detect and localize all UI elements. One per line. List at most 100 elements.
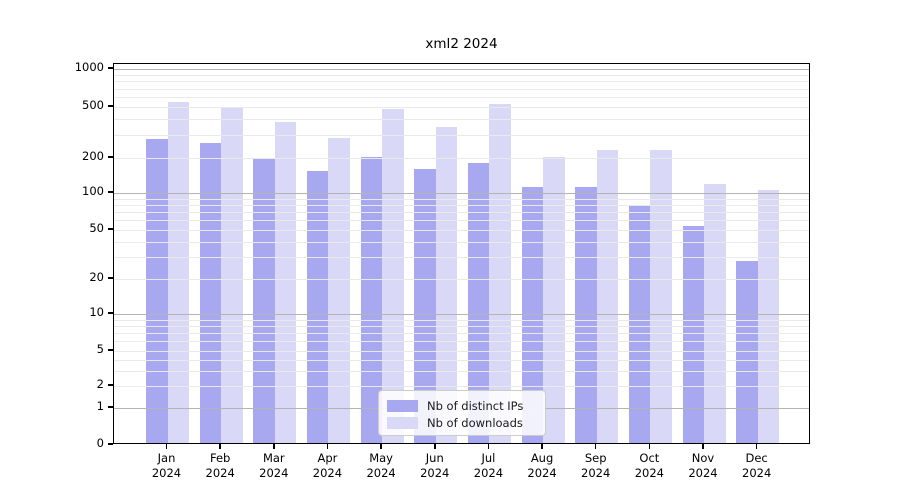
chart-title: xml2 2024 (425, 36, 498, 52)
bar-distinct-ips-jun (414, 169, 436, 443)
y-tick-label: 10 (89, 305, 104, 319)
minor-gridline (114, 370, 809, 372)
bar-distinct-ips-feb (199, 143, 222, 443)
minor-gridline (114, 386, 809, 387)
bar-distinct-ips-jul (467, 163, 490, 443)
minor-gridline (114, 220, 809, 222)
minor-gridline (114, 241, 809, 243)
minor-gridline (114, 319, 809, 321)
bar-downloads-feb (221, 107, 243, 443)
x-axis-tick (219, 444, 221, 449)
legend: Nb of distinct IPs Nb of downloads (378, 390, 546, 436)
x-axis-tick (487, 444, 490, 449)
minor-gridline (114, 333, 809, 335)
y-axis-tick (108, 349, 113, 351)
plot-area (113, 63, 810, 444)
minor-gridline (114, 198, 809, 200)
x-tick-label-aug: Aug 2024 (527, 451, 557, 480)
minor-gridline (114, 279, 809, 280)
x-tick-label-jun: Jun 2024 (420, 451, 450, 480)
x-tick-label-jan: Jan 2024 (151, 451, 182, 480)
x-axis-tick (541, 444, 543, 449)
legend-label: Nb of downloads (427, 415, 523, 430)
legend-swatch-downloads (387, 416, 418, 429)
bar-distinct-ips-jan (146, 139, 168, 443)
x-axis-tick (326, 444, 329, 449)
x-tick-label-dec: Dec 2024 (742, 451, 772, 480)
y-axis-tick (108, 277, 113, 279)
y-axis-tick (108, 156, 113, 158)
bar-downloads-nov (704, 183, 726, 443)
y-tick-label: 5 (96, 342, 104, 356)
y-tick-label: 20 (89, 270, 104, 284)
y-axis-tick (108, 67, 113, 69)
x-tick-label-apr: Apr 2024 (312, 451, 343, 480)
bar-downloads-dec (757, 190, 780, 443)
bar-distinct-ips-oct (628, 206, 651, 443)
y-tick-label: 2 (96, 377, 104, 391)
x-axis-tick (380, 444, 382, 449)
legend-item-distinct-ips: Nb of distinct IPs (387, 397, 537, 414)
y-tick-label: 1000 (74, 60, 104, 74)
minor-gridline (114, 97, 809, 98)
bar-downloads-apr (328, 138, 350, 443)
y-axis-tick (108, 191, 113, 193)
minor-gridline (114, 325, 809, 327)
x-tick-label-mar: Mar 2024 (259, 451, 289, 480)
x-axis-tick (648, 444, 651, 449)
minor-gridline (114, 107, 809, 108)
minor-gridline (114, 158, 809, 159)
minor-gridline (114, 74, 809, 76)
bar-downloads-mar (274, 122, 297, 443)
major-gridline (114, 69, 809, 70)
major-gridline (114, 314, 809, 315)
legend-swatch-distinct-ips (387, 399, 418, 412)
y-tick-label: 100 (82, 184, 104, 198)
x-axis-tick (594, 444, 597, 449)
minor-gridline (114, 351, 809, 352)
minor-gridline (114, 88, 809, 90)
bar-downloads-jul (489, 103, 511, 443)
minor-gridline (114, 119, 809, 121)
y-tick-label: 500 (82, 98, 104, 112)
y-axis-tick (108, 384, 113, 386)
x-axis-tick (165, 444, 168, 449)
minor-gridline (114, 81, 809, 83)
x-tick-label-sep: Sep 2024 (581, 451, 611, 480)
bar-downloads-sep (596, 150, 619, 443)
x-axis-tick (433, 444, 436, 449)
bar-downloads-oct (650, 150, 672, 443)
x-axis-tick (755, 444, 758, 449)
minor-gridline (114, 230, 809, 231)
minor-gridline (114, 257, 809, 259)
y-axis-tick (108, 228, 113, 230)
legend-item-downloads: Nb of downloads (387, 414, 537, 431)
y-tick-label: 1 (96, 399, 104, 413)
x-tick-label-nov: Nov 2024 (688, 451, 718, 480)
x-tick-label-oct: Oct 2024 (634, 451, 664, 480)
bar-distinct-ips-apr (306, 170, 329, 443)
minor-gridline (114, 341, 809, 343)
minor-gridline (114, 204, 809, 206)
x-axis-tick (273, 444, 275, 449)
y-tick-label: 200 (82, 149, 104, 163)
x-axis-tick (702, 444, 704, 449)
y-axis-tick (108, 312, 113, 314)
y-axis-tick (108, 105, 113, 107)
x-tick-label-feb: Feb 2024 (205, 451, 235, 480)
y-axis-tick (108, 406, 113, 408)
x-tick-label-may: May 2024 (366, 451, 396, 480)
y-tick-label: 50 (89, 221, 104, 235)
y-axis-tick (108, 443, 113, 445)
bar-distinct-ips-mar (253, 159, 275, 443)
bar-distinct-ips-nov (682, 225, 704, 443)
major-gridline (114, 193, 809, 194)
y-tick-label: 0 (96, 436, 104, 450)
legend-label: Nb of distinct IPs (427, 398, 524, 413)
minor-gridline (114, 212, 809, 214)
minor-gridline (114, 359, 809, 361)
bar-downloads-jan (167, 101, 189, 443)
x-tick-label-jul: Jul 2024 (473, 451, 504, 480)
minor-gridline (114, 135, 809, 137)
